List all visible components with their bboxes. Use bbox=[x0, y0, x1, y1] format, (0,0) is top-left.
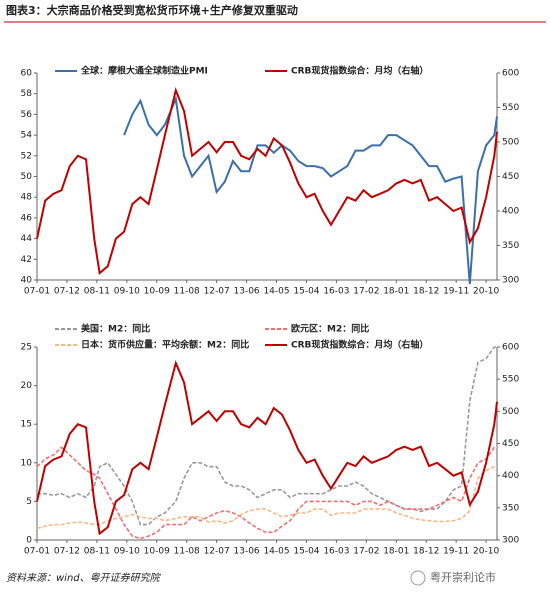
series-line bbox=[37, 346, 497, 526]
series-line bbox=[36, 446, 497, 540]
x-tick-label: 12-07 bbox=[204, 547, 230, 557]
y2-tick-label: 350 bbox=[502, 241, 519, 251]
x-tick-label: 09-10 bbox=[114, 547, 140, 557]
x-tick-label: 16-03 bbox=[323, 287, 349, 297]
x-tick-label: 11-08 bbox=[174, 547, 200, 557]
y-tick-label: 42 bbox=[21, 255, 32, 265]
y2-tick-label: 600 bbox=[502, 69, 519, 79]
watermark: 粤开崇利论市 bbox=[430, 570, 496, 584]
y2-tick-label: 550 bbox=[502, 103, 519, 113]
x-tick-label: 19-11 bbox=[443, 287, 469, 297]
y-tick-label: 52 bbox=[21, 151, 32, 161]
y-tick-label: 0 bbox=[26, 536, 32, 546]
x-tick-label: 08-11 bbox=[84, 287, 110, 297]
y-tick-label: 44 bbox=[21, 234, 33, 244]
y-tick-label: 60 bbox=[21, 69, 33, 79]
legend-label: 全球：摩根大通全球制造业PMI bbox=[80, 65, 208, 77]
y2-tick-label: 550 bbox=[502, 375, 519, 385]
x-tick-label: 13-06 bbox=[234, 547, 260, 557]
x-tick-label: 10-09 bbox=[144, 547, 170, 557]
series-line bbox=[36, 87, 498, 276]
x-tick-label: 10-09 bbox=[144, 287, 170, 297]
y2-tick-label: 350 bbox=[502, 503, 519, 513]
x-tick-label: 18-12 bbox=[413, 287, 439, 297]
page-title: 图表3：大宗商品价格受到宽松货币环境+生产修复双重驱动 bbox=[6, 3, 298, 17]
legend-label: CRB现货指数综合：月均（右轴） bbox=[291, 339, 428, 351]
x-tick-label: 07-01 bbox=[24, 287, 50, 297]
y2-tick-label: 500 bbox=[502, 407, 519, 417]
y-tick-label: 46 bbox=[21, 213, 33, 223]
x-tick-label: 15-04 bbox=[293, 287, 319, 297]
x-tick-label: 20-10 bbox=[473, 547, 499, 557]
y2-tick-label: 450 bbox=[502, 439, 519, 449]
x-tick-label: 17-02 bbox=[353, 547, 379, 557]
y-tick-label: 58 bbox=[21, 89, 33, 99]
x-tick-label: 14-05 bbox=[263, 287, 289, 297]
x-tick-label: 07-12 bbox=[54, 287, 80, 297]
y2-tick-label: 500 bbox=[502, 138, 519, 148]
y-tick-label: 54 bbox=[21, 131, 33, 141]
x-tick-label: 12-07 bbox=[204, 287, 230, 297]
y2-tick-label: 600 bbox=[502, 343, 519, 353]
y-tick-label: 50 bbox=[21, 172, 33, 182]
y-tick-label: 25 bbox=[21, 343, 32, 353]
x-tick-label: 18-01 bbox=[383, 287, 409, 297]
x-tick-label: 18-12 bbox=[413, 547, 439, 557]
y2-tick-label: 300 bbox=[502, 276, 519, 286]
x-tick-label: 16-03 bbox=[323, 547, 349, 557]
x-tick-label: 08-11 bbox=[84, 547, 110, 557]
y-tick-label: 20 bbox=[21, 381, 33, 391]
x-tick-label: 11-08 bbox=[174, 287, 200, 297]
x-tick-label: 20-10 bbox=[473, 287, 499, 297]
series-line bbox=[36, 360, 498, 536]
x-tick-label: 07-01 bbox=[24, 547, 50, 557]
watermark-icon bbox=[410, 570, 426, 586]
y-tick-label: 40 bbox=[21, 276, 33, 286]
legend-label: 日本：货币供应量：平均余额：M2：同比 bbox=[81, 339, 249, 351]
y-tick-label: 10 bbox=[21, 458, 33, 468]
y-tick-label: 48 bbox=[21, 193, 33, 203]
y2-tick-label: 400 bbox=[502, 471, 519, 481]
series-line bbox=[123, 95, 498, 285]
legend-label: CRB现货指数综合：月均（右轴） bbox=[291, 65, 428, 77]
x-tick-label: 17-02 bbox=[353, 287, 379, 297]
x-tick-label: 09-10 bbox=[114, 287, 140, 297]
x-tick-label: 15-04 bbox=[293, 547, 319, 557]
y2-tick-label: 300 bbox=[502, 536, 519, 546]
source-note: 资料来源：wind、粤开证券研究院 bbox=[6, 572, 162, 584]
x-tick-label: 14-05 bbox=[263, 547, 289, 557]
y2-tick-label: 450 bbox=[502, 172, 519, 182]
x-tick-label: 07-12 bbox=[54, 547, 80, 557]
x-tick-label: 19-11 bbox=[443, 547, 469, 557]
y-tick-label: 5 bbox=[26, 497, 32, 507]
series-line bbox=[36, 465, 497, 530]
x-tick-label: 18-01 bbox=[383, 547, 409, 557]
y-tick-label: 15 bbox=[21, 420, 32, 430]
y-tick-label: 56 bbox=[21, 110, 33, 120]
legend-label: 欧元区：M2：同比 bbox=[291, 323, 369, 335]
x-tick-label: 13-06 bbox=[234, 287, 260, 297]
y2-tick-label: 400 bbox=[502, 207, 519, 217]
legend-label: 美国：M2：同比 bbox=[81, 323, 150, 335]
